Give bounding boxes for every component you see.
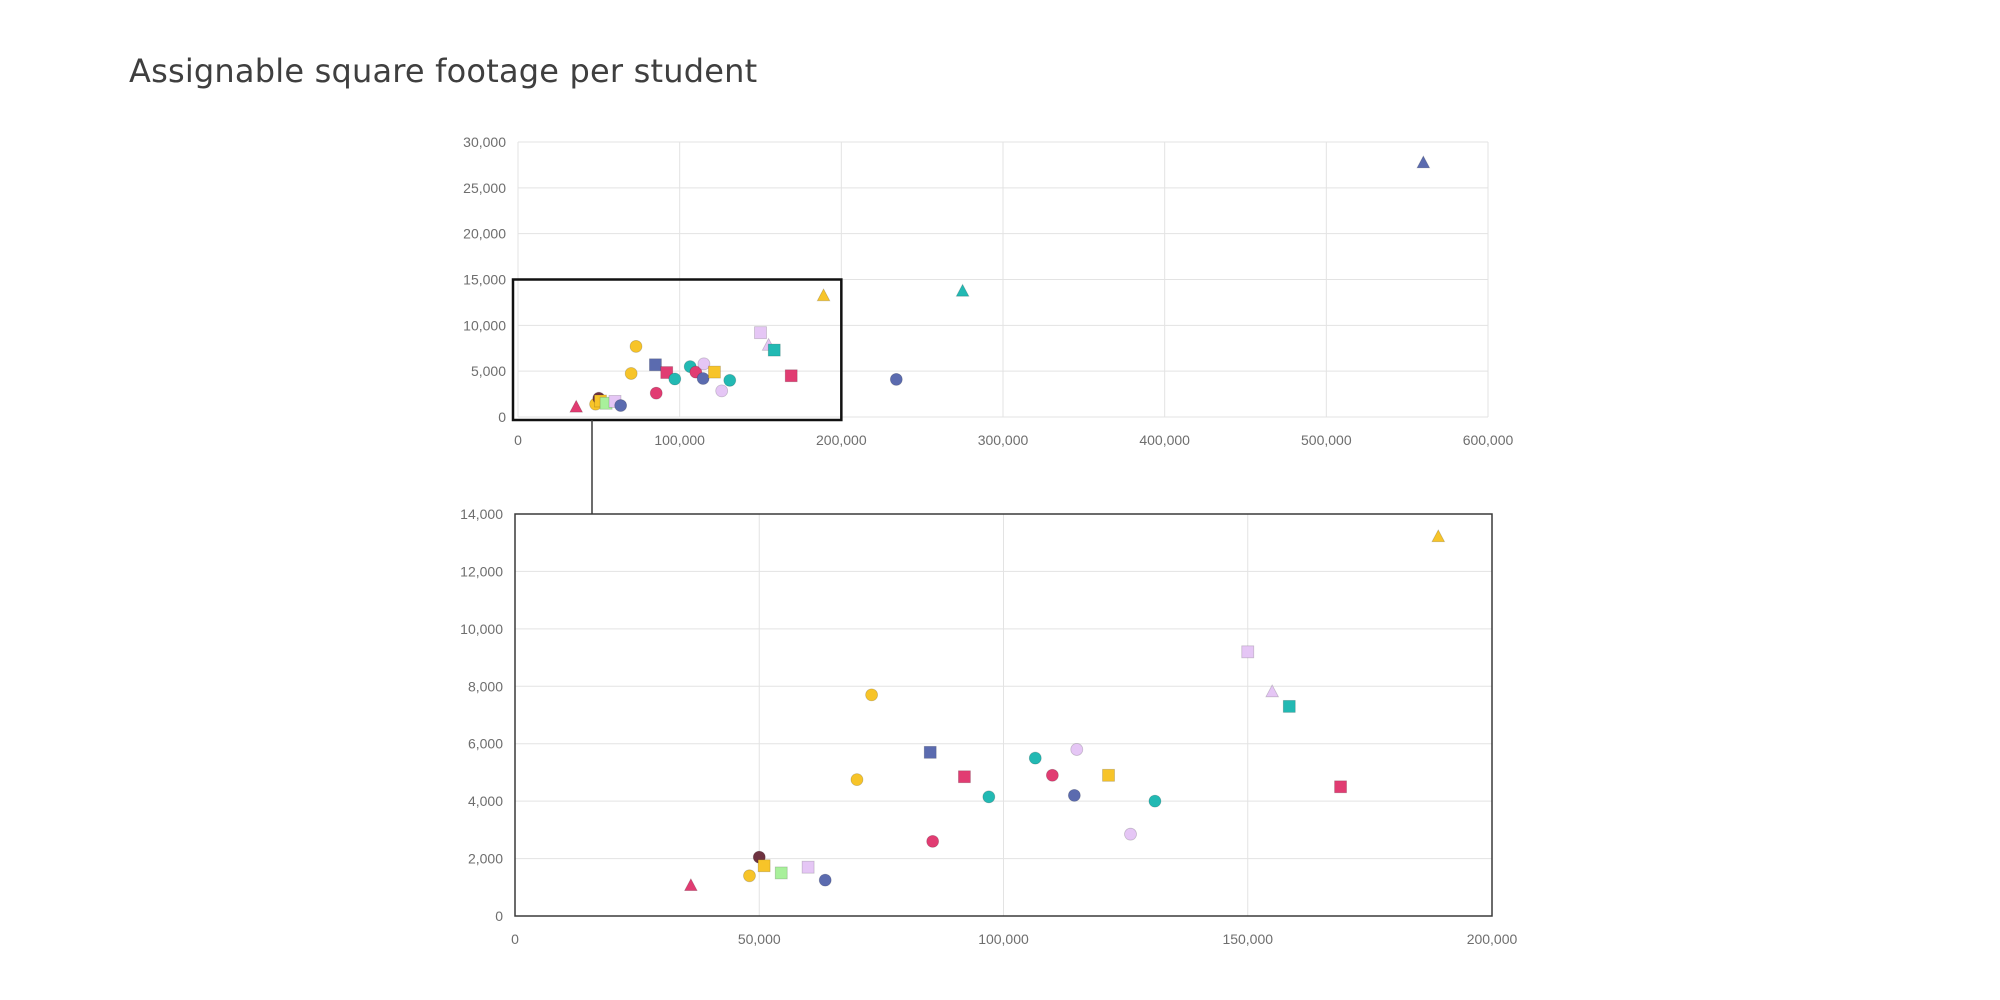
data-point-square [1102, 768, 1115, 782]
data-point-circle [1124, 827, 1137, 841]
y-tick-label: 12,000 [460, 563, 503, 579]
y-tick-label: 4,000 [468, 793, 503, 809]
data-point-circle [743, 869, 756, 883]
data-point-circle [1067, 789, 1081, 802]
y-tick-label: 8,000 [468, 678, 503, 694]
data-point-triangle [683, 877, 698, 892]
data-point-circle [1148, 794, 1162, 808]
data-point-circle [982, 790, 996, 804]
data-point-circle [624, 367, 638, 380]
y-tick-label: 30,000 [463, 134, 506, 150]
y-tick-label: 10,000 [460, 621, 503, 637]
x-tick-label: 200,000 [1467, 931, 1518, 947]
x-tick-label: 500,000 [1301, 432, 1352, 448]
data-point-circle [668, 372, 682, 386]
x-tick-label: 200,000 [816, 432, 867, 448]
data-point-triangle [1431, 529, 1446, 543]
x-tick-label: 100,000 [978, 931, 1029, 947]
data-point-circle [629, 340, 643, 353]
data-point-circle [1028, 751, 1042, 765]
x-tick-label: 0 [514, 432, 522, 448]
y-tick-label: 15,000 [463, 272, 506, 288]
data-point-square [1334, 780, 1347, 794]
plot-border [514, 513, 1493, 917]
overview-scatter-chart: 0 5,000 10,000 15,000 20,000 25,000 30,000 0 100… [463, 134, 1513, 448]
data-point-circle [926, 834, 940, 848]
data-point-circle [697, 357, 711, 371]
data-point-circle [1070, 743, 1084, 756]
data-point-circle [865, 688, 879, 702]
data-point-square [923, 745, 937, 759]
data-point-circle [715, 384, 729, 398]
data-point-circle [649, 386, 663, 400]
y-tick-label: 20,000 [463, 226, 506, 242]
data-point-triangle [569, 399, 584, 413]
data-point-square [649, 358, 662, 372]
x-tick-label: 600,000 [1463, 432, 1514, 448]
zoomed-scatter-chart: 0 2,000 4,000 6,000 8,000 10,000 12,000 14,000 0… [460, 506, 1517, 947]
data-point-circle [696, 372, 710, 385]
y-tick-label: 10,000 [463, 317, 506, 333]
data-point-square [1282, 699, 1296, 713]
data-point-circle [850, 773, 864, 787]
y-tick-label: 6,000 [468, 736, 503, 752]
data-point-square [801, 860, 815, 874]
page-title: Assignable square footage per student [129, 52, 758, 90]
x-tick-label: 150,000 [1222, 931, 1273, 947]
x-tick-label: 300,000 [978, 432, 1029, 448]
data-point-square [784, 369, 798, 383]
data-point-triangle [1265, 684, 1280, 698]
x-tick-label: 0 [511, 931, 519, 947]
y-tick-label: 0 [498, 409, 506, 425]
y-tick-label: 2,000 [468, 851, 503, 867]
zoom-region-box [511, 278, 843, 422]
data-point-triangle [1416, 155, 1431, 169]
data-point-triangle [816, 288, 831, 302]
y-tick-label: 5,000 [471, 363, 506, 379]
x-tick-label: 50,000 [738, 931, 781, 947]
data-point-square [757, 859, 771, 873]
data-point-square [660, 366, 674, 379]
data-point-circle [818, 873, 832, 887]
y-tick-label: 14,000 [460, 506, 503, 522]
data-point-triangle [955, 283, 970, 297]
data-point-square [708, 365, 721, 379]
x-tick-label: 400,000 [1139, 432, 1190, 448]
data-point-square [754, 326, 767, 340]
data-point-circle [723, 373, 737, 387]
data-point-square [767, 343, 781, 357]
data-point-circle [1045, 768, 1059, 782]
data-point-circle [614, 399, 628, 412]
y-tick-label: 0 [495, 908, 503, 924]
x-tick-label: 100,000 [654, 432, 705, 448]
data-point-square [1241, 645, 1255, 659]
y-tick-label: 25,000 [463, 180, 506, 196]
data-point-circle [889, 373, 903, 386]
data-point-square [958, 770, 971, 784]
data-point-square [774, 866, 788, 880]
